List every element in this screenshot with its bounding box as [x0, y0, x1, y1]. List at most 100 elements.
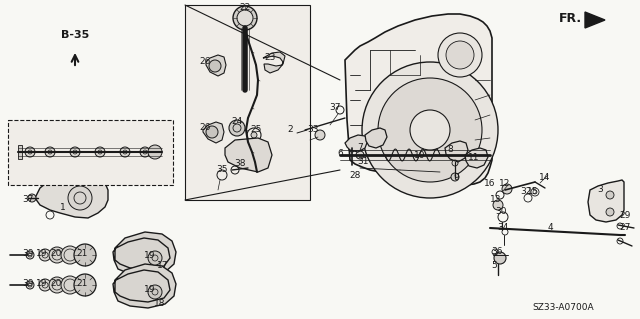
- Circle shape: [61, 246, 79, 264]
- Text: 20: 20: [51, 278, 61, 287]
- Text: 1: 1: [60, 203, 66, 211]
- Text: 9: 9: [453, 174, 459, 182]
- Text: 13: 13: [490, 196, 502, 204]
- Circle shape: [28, 194, 36, 202]
- Text: 37: 37: [329, 103, 340, 113]
- Polygon shape: [225, 138, 272, 172]
- Text: 22: 22: [239, 4, 251, 12]
- Text: 19: 19: [144, 251, 156, 261]
- Text: 32: 32: [520, 188, 532, 197]
- Polygon shape: [206, 55, 226, 76]
- Polygon shape: [203, 122, 224, 143]
- Circle shape: [451, 173, 459, 181]
- Polygon shape: [445, 141, 468, 162]
- Circle shape: [95, 147, 105, 157]
- Circle shape: [74, 274, 96, 296]
- Circle shape: [502, 184, 512, 194]
- Circle shape: [446, 41, 474, 69]
- Circle shape: [606, 208, 614, 216]
- Circle shape: [49, 247, 65, 263]
- Text: 7: 7: [357, 144, 363, 152]
- Circle shape: [209, 60, 221, 72]
- Circle shape: [229, 120, 245, 136]
- Polygon shape: [588, 180, 624, 222]
- Text: 17: 17: [157, 261, 169, 270]
- Text: 21: 21: [76, 278, 88, 287]
- Text: 20: 20: [51, 249, 61, 257]
- Circle shape: [237, 10, 253, 26]
- Text: FR.: FR.: [559, 11, 582, 25]
- Polygon shape: [35, 172, 108, 218]
- Text: 11: 11: [468, 153, 480, 162]
- Circle shape: [74, 244, 96, 266]
- Text: B-35: B-35: [61, 30, 89, 40]
- Text: 4: 4: [547, 224, 553, 233]
- Text: 34: 34: [497, 224, 509, 233]
- Text: 35: 35: [216, 166, 228, 174]
- Circle shape: [68, 186, 92, 210]
- Text: 28: 28: [349, 170, 361, 180]
- Circle shape: [148, 285, 162, 299]
- Circle shape: [49, 277, 65, 293]
- Text: 10: 10: [414, 151, 426, 160]
- Text: 15: 15: [527, 188, 539, 197]
- Circle shape: [494, 252, 506, 264]
- Polygon shape: [345, 135, 368, 152]
- Text: 14: 14: [540, 174, 550, 182]
- Circle shape: [606, 191, 614, 199]
- Text: 6: 6: [337, 149, 343, 158]
- Polygon shape: [113, 232, 176, 276]
- Text: SZ33-A0700A: SZ33-A0700A: [532, 303, 594, 313]
- Circle shape: [251, 132, 257, 138]
- Text: 5: 5: [491, 261, 497, 270]
- Polygon shape: [113, 264, 176, 308]
- Circle shape: [362, 62, 498, 198]
- Circle shape: [26, 251, 34, 259]
- Circle shape: [45, 147, 55, 157]
- Circle shape: [39, 279, 51, 291]
- Text: 18: 18: [154, 299, 166, 308]
- Text: 39: 39: [22, 249, 34, 257]
- Text: 8: 8: [447, 145, 453, 154]
- Polygon shape: [585, 12, 605, 28]
- Circle shape: [148, 145, 162, 159]
- Circle shape: [70, 147, 80, 157]
- Circle shape: [120, 147, 130, 157]
- Text: 21: 21: [76, 249, 88, 257]
- Text: 2: 2: [287, 125, 293, 135]
- Text: 25: 25: [250, 125, 262, 135]
- Circle shape: [378, 78, 482, 182]
- Text: 19: 19: [144, 286, 156, 294]
- Text: 31: 31: [357, 158, 369, 167]
- Text: 38: 38: [234, 159, 246, 167]
- Text: 29: 29: [620, 211, 630, 219]
- Polygon shape: [263, 52, 285, 73]
- Text: 26: 26: [199, 57, 211, 66]
- Text: 12: 12: [499, 180, 511, 189]
- Text: 3: 3: [597, 186, 603, 195]
- Circle shape: [39, 249, 51, 261]
- Text: 39: 39: [22, 278, 34, 287]
- Circle shape: [206, 126, 218, 138]
- Bar: [8, 120, 173, 185]
- Text: 26: 26: [199, 123, 211, 132]
- Circle shape: [438, 33, 482, 77]
- Circle shape: [26, 281, 34, 289]
- Text: 36: 36: [492, 248, 503, 256]
- Text: 33: 33: [307, 125, 319, 135]
- Text: 24: 24: [232, 117, 243, 127]
- Text: 23: 23: [264, 53, 276, 62]
- Text: 16: 16: [484, 179, 496, 188]
- Text: 19: 19: [36, 278, 48, 287]
- Polygon shape: [18, 145, 22, 159]
- Text: 19: 19: [36, 249, 48, 257]
- Circle shape: [493, 200, 503, 210]
- Circle shape: [410, 110, 450, 150]
- Text: 27: 27: [620, 224, 630, 233]
- Circle shape: [315, 130, 325, 140]
- Circle shape: [140, 147, 150, 157]
- Circle shape: [233, 6, 257, 30]
- Polygon shape: [365, 128, 387, 148]
- Polygon shape: [345, 14, 492, 185]
- Polygon shape: [465, 148, 488, 168]
